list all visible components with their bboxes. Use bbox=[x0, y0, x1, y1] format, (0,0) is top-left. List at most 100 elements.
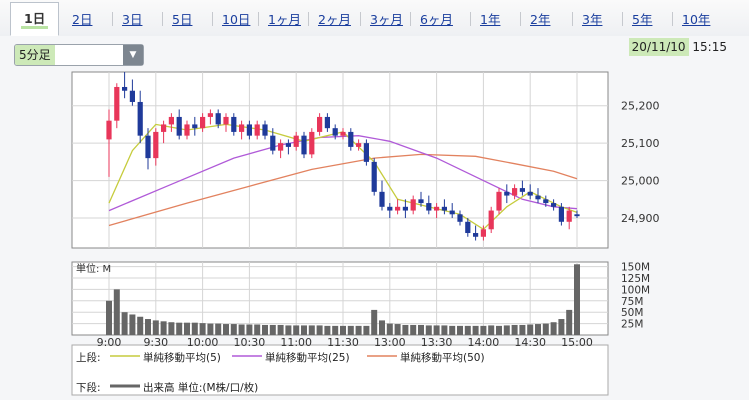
tab-separator bbox=[112, 12, 113, 26]
volume-bar bbox=[340, 325, 346, 335]
volume-bar bbox=[355, 325, 362, 335]
candle-body bbox=[512, 188, 518, 196]
ma50-line bbox=[108, 153, 578, 227]
volume-bar bbox=[152, 320, 159, 335]
time-tick-label: 10:30 bbox=[234, 336, 266, 349]
volume-bar bbox=[394, 324, 401, 335]
volume-bar bbox=[425, 325, 432, 335]
volume-bar bbox=[324, 325, 331, 335]
tab-period-1[interactable]: 1日 bbox=[10, 2, 60, 36]
candle-body bbox=[137, 101, 143, 136]
candle-body bbox=[207, 113, 213, 117]
tab-separator bbox=[410, 12, 411, 26]
legend-lower-label: 下段: bbox=[76, 382, 101, 394]
volume-bar bbox=[301, 325, 307, 335]
tab-period-12[interactable]: 3年 bbox=[582, 12, 603, 27]
candle-body bbox=[379, 191, 385, 207]
tab-period-3[interactable]: 3日 bbox=[122, 12, 143, 27]
volume-bar bbox=[215, 323, 222, 335]
candle-body bbox=[488, 210, 494, 230]
candle-body bbox=[122, 86, 128, 91]
volume-bar bbox=[496, 325, 502, 335]
candle-body bbox=[317, 116, 323, 132]
price-tick-label: 25,100 bbox=[621, 137, 660, 150]
candle-body bbox=[192, 124, 198, 129]
volume-bar bbox=[191, 322, 198, 335]
volume-unit-label: 単位: M bbox=[76, 262, 111, 275]
volume-bar bbox=[503, 325, 510, 335]
candle-body bbox=[153, 131, 159, 159]
legend-box bbox=[71, 344, 609, 396]
candle-body bbox=[309, 131, 315, 155]
interval-select-value: 5分足 bbox=[15, 45, 55, 65]
candle-body bbox=[395, 206, 401, 211]
volume-tick-label: 125M bbox=[621, 273, 650, 285]
time-tick-label: 10:00 bbox=[187, 336, 219, 349]
candle-body bbox=[465, 221, 471, 234]
candle-body bbox=[543, 199, 549, 204]
tab-separator bbox=[672, 12, 673, 26]
volume-bar bbox=[511, 324, 518, 335]
chart-time: 15:15 bbox=[692, 40, 727, 54]
tab-period-14[interactable]: 10年 bbox=[682, 12, 711, 27]
volume-tick-label: 75M bbox=[621, 296, 643, 308]
volume-bar bbox=[379, 320, 385, 335]
volume-bar bbox=[277, 324, 284, 335]
interval-select[interactable]: 5分足 ▼ bbox=[14, 44, 144, 66]
volume-bar bbox=[402, 324, 409, 335]
volume-bar bbox=[449, 325, 456, 335]
time-tick-label: 9:00 bbox=[97, 336, 122, 349]
volume-bar bbox=[433, 325, 440, 335]
candle-body bbox=[504, 191, 510, 196]
volume-bar bbox=[160, 321, 167, 335]
legend-ma5: 単純移動平均(5) bbox=[143, 352, 221, 364]
candle-body bbox=[254, 124, 260, 136]
candle-body bbox=[324, 116, 330, 129]
tab-separator bbox=[572, 12, 573, 26]
tab-separator bbox=[622, 12, 623, 26]
candle-body bbox=[161, 124, 167, 132]
volume-bar bbox=[121, 312, 128, 335]
volume-bar bbox=[308, 325, 315, 335]
legend-upper-label: 上段: bbox=[76, 352, 101, 364]
tab-period-11[interactable]: 2年 bbox=[530, 12, 551, 27]
tab-period-4[interactable]: 5日 bbox=[172, 12, 193, 27]
candle-body bbox=[340, 131, 346, 136]
candle-body bbox=[566, 210, 572, 222]
tab-period-13[interactable]: 5年 bbox=[632, 12, 653, 27]
tab-period-9[interactable]: 6ヶ月 bbox=[420, 12, 453, 27]
candle-body bbox=[527, 191, 533, 196]
candle-body bbox=[262, 124, 268, 136]
time-tick-label: 9:30 bbox=[143, 336, 168, 349]
candle-body bbox=[457, 214, 463, 222]
candle-body bbox=[114, 86, 120, 121]
volume-bar bbox=[371, 309, 378, 335]
tab-period-8[interactable]: 3ヶ月 bbox=[370, 12, 403, 27]
price-tick-label: 24,900 bbox=[621, 212, 660, 225]
volume-bar bbox=[464, 325, 471, 335]
tab-period-5[interactable]: 10日 bbox=[222, 12, 251, 27]
candle-body bbox=[402, 206, 408, 211]
tab-separator bbox=[470, 12, 471, 26]
chevron-down-icon: ▼ bbox=[123, 45, 143, 65]
tab-period-10[interactable]: 1年 bbox=[480, 12, 501, 27]
tab-separator bbox=[212, 12, 213, 26]
tab-period-6[interactable]: 1ヶ月 bbox=[268, 12, 301, 27]
volume-bar bbox=[488, 325, 495, 335]
volume-bar bbox=[480, 325, 487, 335]
tab-period-2[interactable]: 2日 bbox=[72, 12, 93, 27]
time-tick-label: 14:30 bbox=[514, 336, 546, 349]
volume-bar bbox=[566, 309, 573, 335]
tab-period-7[interactable]: 2ヶ月 bbox=[318, 12, 351, 27]
candle-body bbox=[363, 143, 369, 162]
candle-body bbox=[418, 199, 424, 204]
candle-body bbox=[239, 124, 245, 132]
volume-bar bbox=[542, 323, 549, 335]
time-tick-label: 13:00 bbox=[374, 336, 406, 349]
volume-bar bbox=[441, 325, 448, 335]
candle-body bbox=[387, 206, 393, 211]
candle-body bbox=[223, 116, 229, 125]
candle-body bbox=[285, 143, 291, 147]
volume-bar bbox=[246, 324, 253, 335]
volume-bar bbox=[527, 324, 534, 335]
